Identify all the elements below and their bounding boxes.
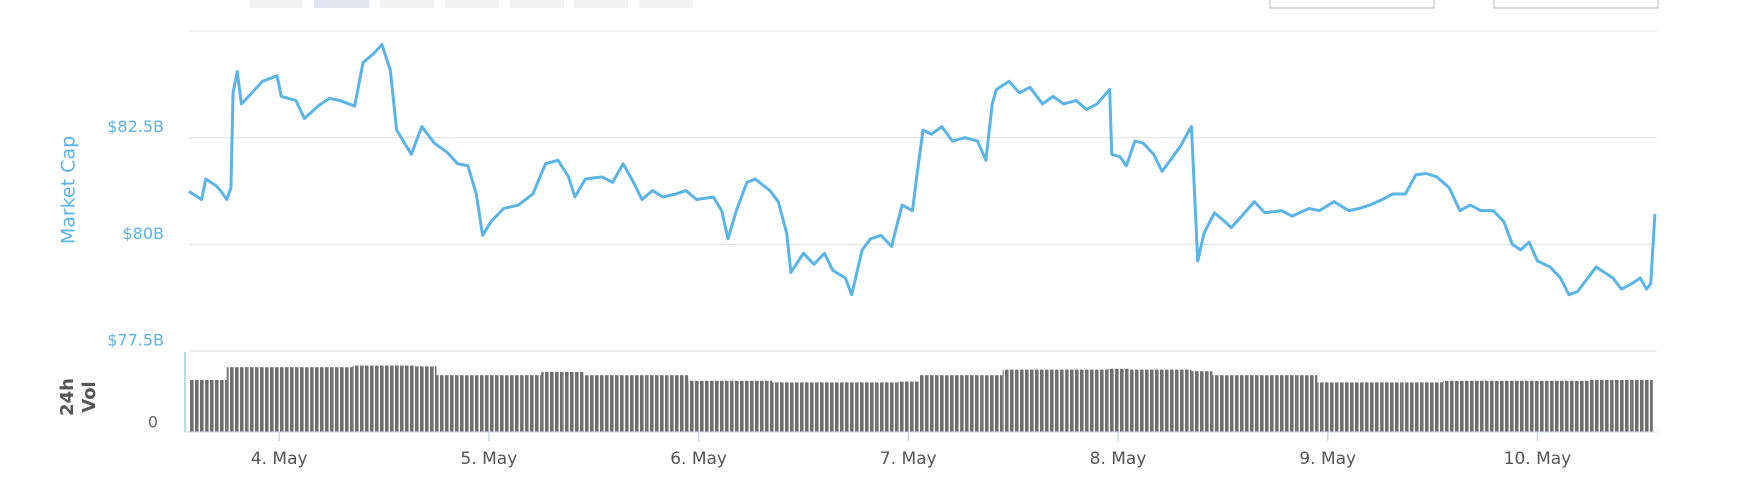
volume-bar	[646, 375, 668, 432]
volume-bar	[876, 382, 898, 432]
volume-bar	[520, 375, 542, 432]
volume-bar	[813, 382, 835, 432]
volume-bar	[1631, 380, 1653, 432]
volume-bar	[1380, 382, 1402, 432]
volume-bar	[1065, 369, 1087, 432]
volume-bar	[394, 365, 416, 432]
volume-bar	[939, 375, 961, 432]
volume-bar	[1275, 375, 1297, 432]
volume-bar	[1086, 369, 1108, 432]
volume-bar	[709, 380, 731, 432]
bars	[189, 365, 1653, 432]
volume-bar	[772, 382, 793, 432]
toolbar	[250, 0, 1659, 9]
range-button[interactable]	[574, 0, 628, 8]
y-tick-label: $77.5B	[107, 331, 164, 350]
volume-bar	[1485, 380, 1507, 432]
volume-bar	[1464, 380, 1486, 432]
x-tick-label: 6. May	[670, 449, 727, 469]
volume-bar	[688, 380, 710, 432]
volume-bar	[1589, 380, 1611, 432]
volume-bar	[1002, 369, 1024, 432]
range-button[interactable]	[510, 0, 564, 8]
x-tick-label: 5. May	[461, 449, 518, 469]
volume-bar	[289, 367, 311, 432]
volume-bar	[1526, 380, 1548, 432]
volume-bar	[1044, 369, 1066, 432]
volume-bar	[1149, 369, 1171, 432]
y-tick-label: $80B	[122, 224, 164, 243]
volume-bar	[352, 365, 374, 432]
volume-bar	[960, 375, 982, 432]
volume-bar	[1170, 369, 1192, 432]
volume-bar	[1443, 380, 1465, 432]
volume-bar	[625, 375, 647, 432]
volume-bar	[1568, 380, 1590, 432]
volume-bar	[1317, 382, 1339, 432]
volume-bar	[1107, 368, 1129, 432]
volume-bar	[1296, 375, 1318, 432]
volume-bar	[268, 367, 290, 432]
volume-bar	[562, 372, 584, 432]
volume-bar	[834, 382, 856, 432]
volume-bar	[1254, 375, 1276, 432]
volume-bar	[205, 380, 227, 432]
volume-bar	[226, 367, 248, 432]
volume-bar	[373, 365, 395, 432]
volume-bar	[310, 367, 332, 432]
date-input[interactable]	[1269, 0, 1435, 9]
range-button[interactable]	[380, 0, 434, 8]
volume-bar	[189, 380, 206, 432]
volume-bar	[1359, 382, 1381, 432]
y-axis-title: 24h Vol	[57, 378, 100, 416]
line	[188, 43, 1657, 297]
volume-bar	[918, 375, 940, 432]
volume-bar	[792, 382, 814, 432]
volume-bar	[331, 367, 353, 432]
volume-bar	[1338, 382, 1360, 432]
volume-bar	[436, 375, 458, 432]
volume-bar	[1191, 371, 1213, 432]
y-tick-label: $82.5B	[107, 117, 164, 136]
volume-bar	[247, 367, 269, 432]
x-tick-label: 8. May	[1090, 449, 1147, 469]
volume-bar	[981, 375, 1003, 432]
volume-bar	[604, 375, 626, 432]
volume-bar	[667, 375, 689, 432]
volume-bar	[1422, 382, 1444, 432]
x-tick-label: 4. May	[251, 449, 308, 469]
volume-bar	[855, 382, 877, 432]
volume-bar	[499, 375, 521, 432]
range-button[interactable]	[445, 0, 499, 8]
volume-bar	[541, 372, 563, 432]
volume-bar	[1233, 375, 1255, 432]
range-button[interactable]	[314, 0, 369, 8]
volume-bar	[1547, 380, 1569, 432]
y-tick-label: 0	[148, 413, 158, 432]
volume-bar	[1506, 380, 1527, 432]
volume-bar	[583, 375, 605, 432]
volume-bar	[751, 380, 773, 432]
volume-bar	[478, 375, 500, 432]
x-tick-label: 9. May	[1299, 449, 1356, 469]
y-axis-title: Market Cap	[58, 136, 80, 244]
volume-bar	[457, 375, 479, 432]
volume-bar	[897, 381, 919, 432]
range-button[interactable]	[250, 0, 302, 8]
volume-bar	[1401, 382, 1423, 432]
volume-bar	[415, 366, 437, 432]
volume-bar	[1212, 375, 1234, 432]
volume-bar	[1128, 369, 1150, 432]
volume-bar	[1023, 369, 1045, 432]
volume-bar	[730, 380, 752, 432]
date-input[interactable]	[1493, 0, 1659, 9]
x-tick-label: 10. May	[1504, 449, 1572, 469]
range-button[interactable]	[639, 0, 693, 8]
volume-bar	[1610, 380, 1632, 432]
x-tick-label: 7. May	[880, 449, 937, 469]
